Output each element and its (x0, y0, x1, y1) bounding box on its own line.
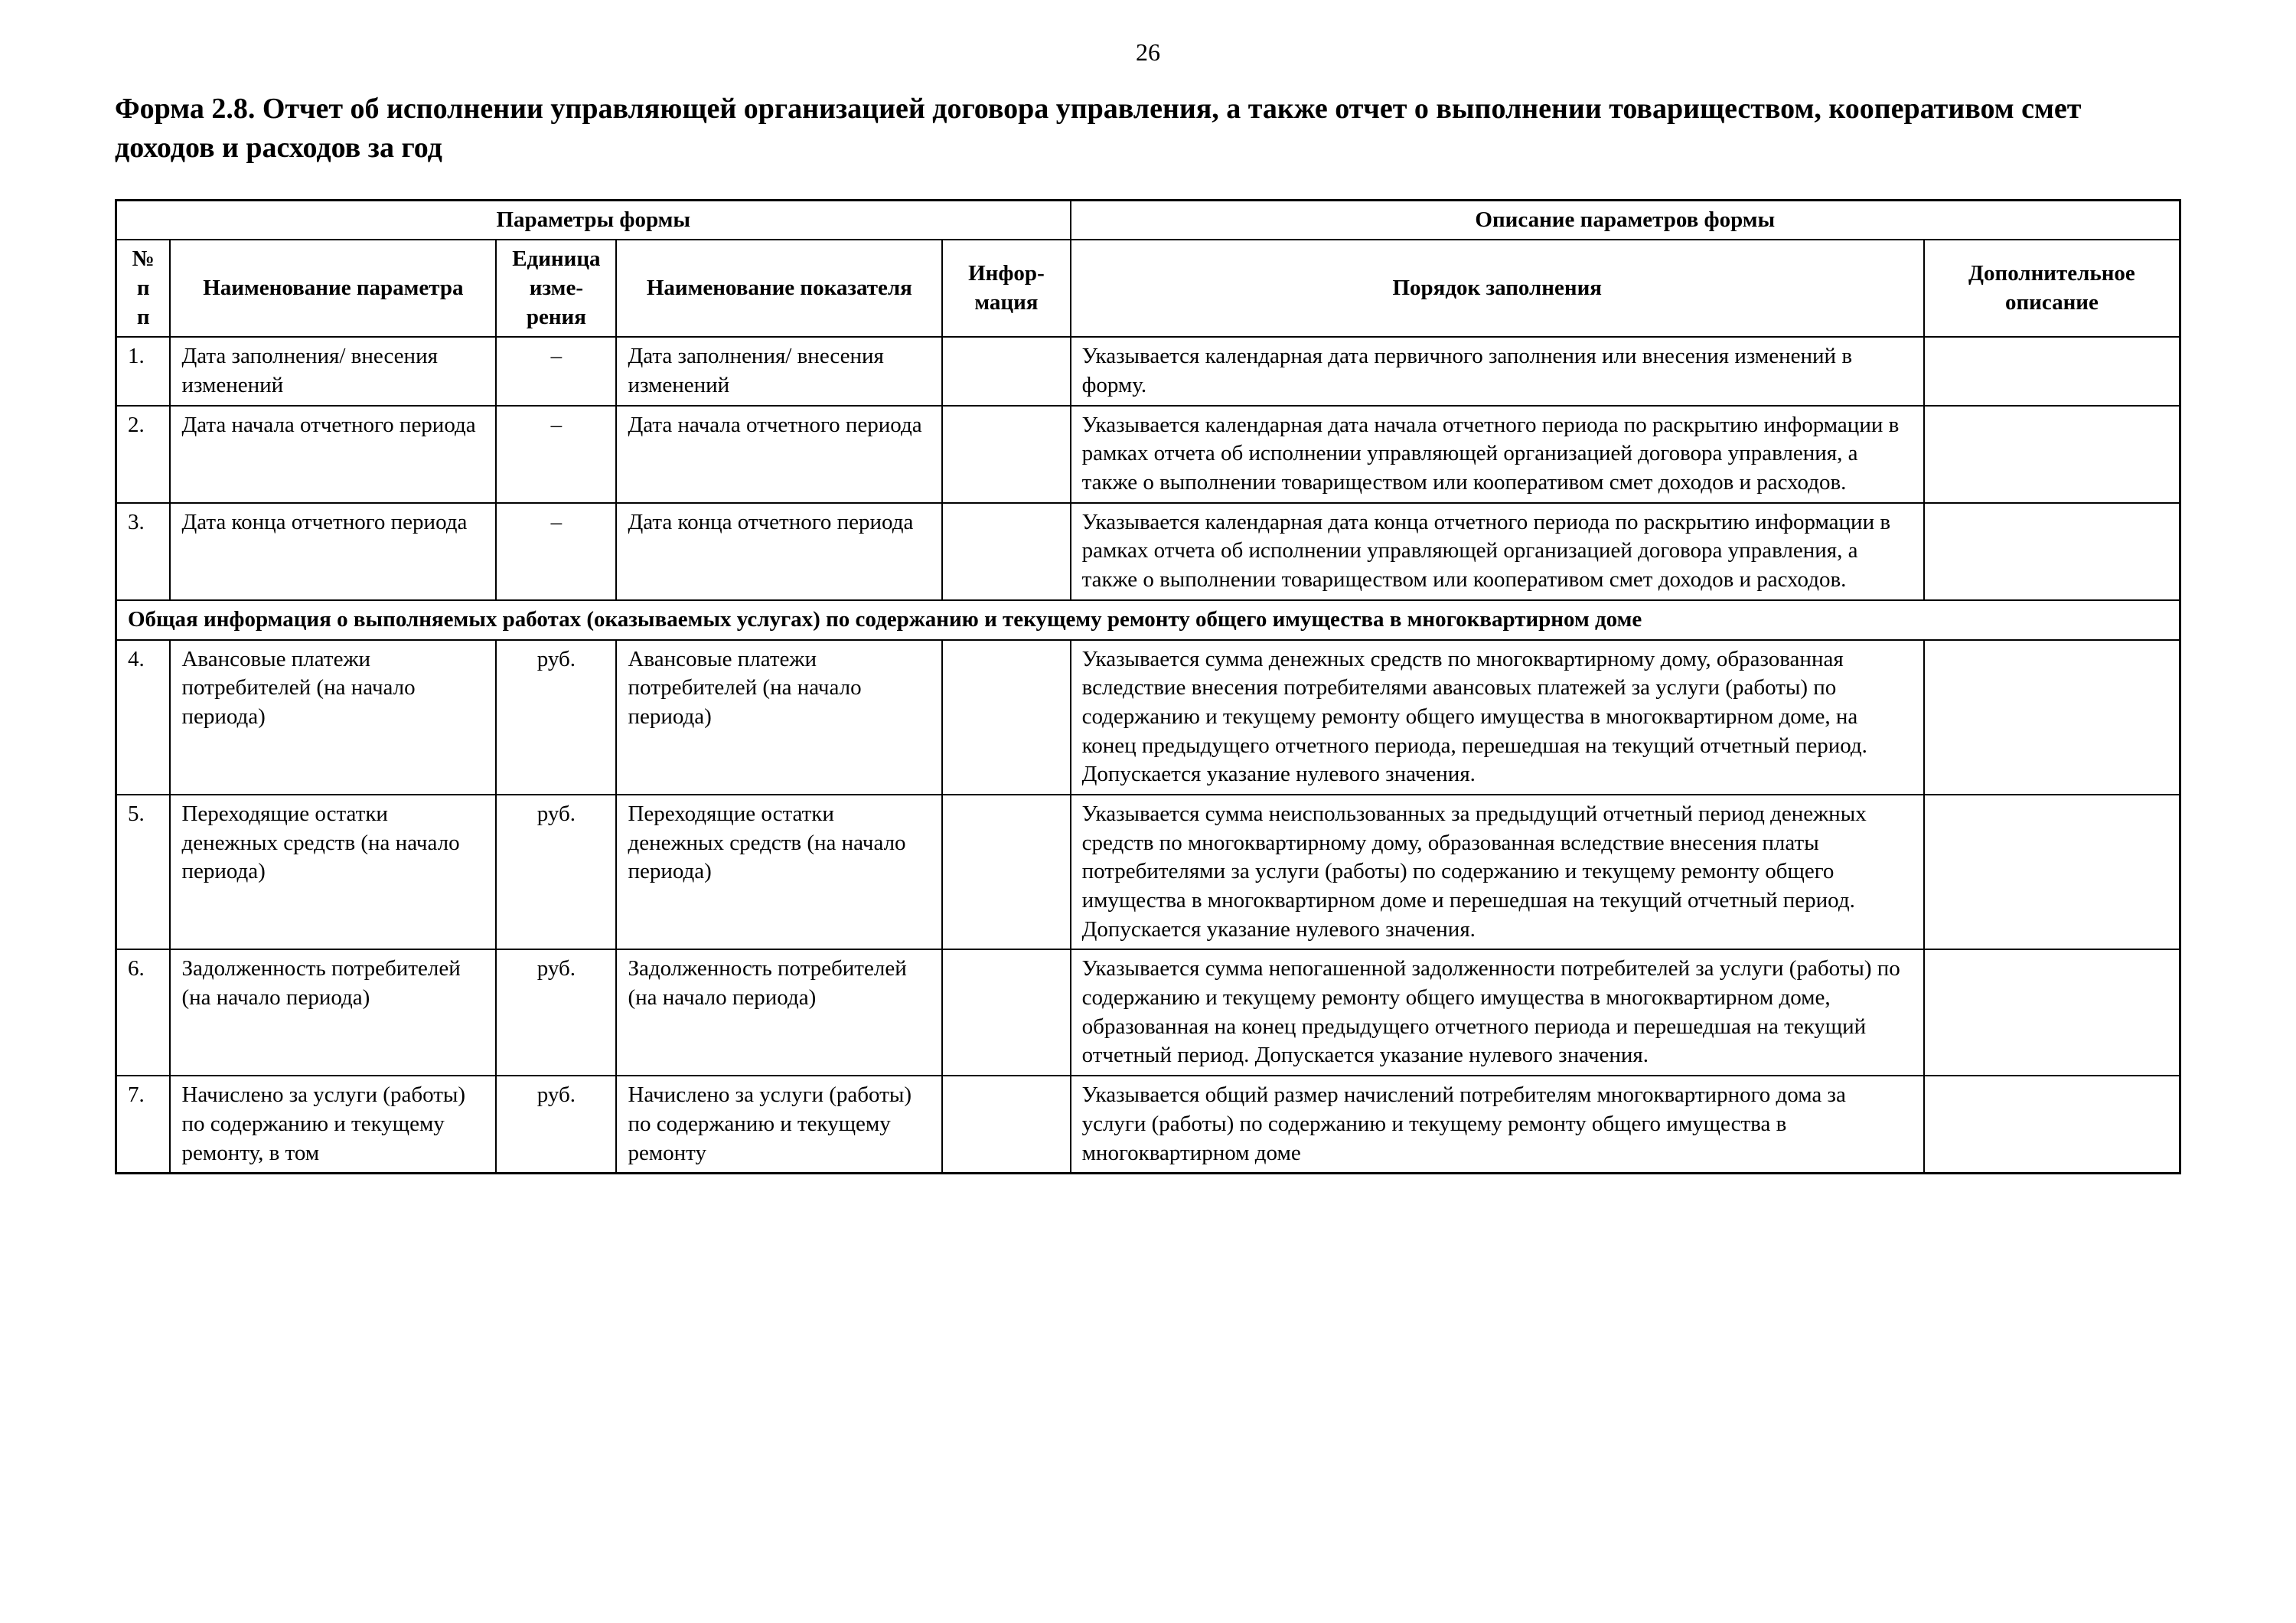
table-head: Параметры формы Описание параметров форм… (116, 200, 2180, 337)
cell-num: 5. (116, 795, 171, 949)
page-title: Форма 2.8. Отчет об исполнении управляющ… (115, 90, 2181, 168)
col-header-unit: Единица изме­рения (496, 240, 616, 337)
cell-num: 2. (116, 406, 171, 503)
cell-info (942, 337, 1070, 405)
cell-param: Начислено за услуги (работы) по содержан… (170, 1076, 496, 1174)
cell-unit: руб. (496, 640, 616, 795)
cell-num: 4. (116, 640, 171, 795)
cell-info (942, 503, 1070, 600)
cell-unit: – (496, 406, 616, 503)
document-page: 26 Форма 2.8. Отчет об исполнении управл… (0, 0, 2296, 1623)
cell-extra (1924, 337, 2180, 405)
cell-order: Указывается общий размер начислений потр… (1071, 1076, 1924, 1174)
cell-param: Переходящие остатки денежных средств (на… (170, 795, 496, 949)
col-header-indicator: Наименование показателя (616, 240, 942, 337)
col-header-info: Инфор­мация (942, 240, 1070, 337)
table-row: 7. Начислено за услуги (работы) по содер… (116, 1076, 2180, 1174)
page-number: 26 (115, 38, 2181, 67)
cell-extra (1924, 406, 2180, 503)
cell-extra (1924, 949, 2180, 1076)
cell-indicator: Дата конца отчетного периода (616, 503, 942, 600)
col-header-param: Наименование параметра (170, 240, 496, 337)
cell-order: Указывается сумма неиспользованных за пр… (1071, 795, 1924, 949)
cell-param: Задолженность потребителей (на начало пе… (170, 949, 496, 1076)
group-header-right: Описание параметров формы (1071, 200, 2180, 240)
cell-order: Указывается календарная дата первичного … (1071, 337, 1924, 405)
cell-info (942, 795, 1070, 949)
cell-indicator: Переходящие остатки денежных средств (на… (616, 795, 942, 949)
cell-extra (1924, 640, 2180, 795)
cell-param: Дата начала отчетного периода (170, 406, 496, 503)
cell-indicator: Дата начала отчетного периода (616, 406, 942, 503)
table-row: 2. Дата начала отчетного периода – Дата … (116, 406, 2180, 503)
cell-order: Указывается календарная дата начала отче… (1071, 406, 1924, 503)
cell-extra (1924, 795, 2180, 949)
column-header-row: № п п Наименование параметра Единица изм… (116, 240, 2180, 337)
cell-param: Дата конца отчетного периода (170, 503, 496, 600)
col-header-extra: Дополнительное описание (1924, 240, 2180, 337)
cell-indicator: Дата заполнения/ внесения изменений (616, 337, 942, 405)
table-row: 3. Дата конца отчетного периода – Дата к… (116, 503, 2180, 600)
table-row: 1. Дата заполнения/ внесения изменений –… (116, 337, 2180, 405)
cell-indicator: Начислено за услуги (работы) по содержан… (616, 1076, 942, 1174)
cell-indicator: Задолженность потребителей (на начало пе… (616, 949, 942, 1076)
cell-num: 1. (116, 337, 171, 405)
cell-unit: руб. (496, 1076, 616, 1174)
cell-extra (1924, 503, 2180, 600)
cell-param: Авансовые платежи потребителей (на начал… (170, 640, 496, 795)
cell-unit: – (496, 337, 616, 405)
cell-info (942, 406, 1070, 503)
cell-info (942, 949, 1070, 1076)
table-row: 5. Переходящие остатки денежных средств … (116, 795, 2180, 949)
cell-unit: – (496, 503, 616, 600)
section-row: Общая информация о выполняемых работах (… (116, 600, 2180, 640)
form-table: Параметры формы Описание параметров форм… (115, 199, 2181, 1175)
cell-num: 3. (116, 503, 171, 600)
cell-unit: руб. (496, 795, 616, 949)
cell-order: Указывается сумма непогашенной задолженн… (1071, 949, 1924, 1076)
cell-unit: руб. (496, 949, 616, 1076)
cell-num: 7. (116, 1076, 171, 1174)
cell-order: Указывается сумма денежных средств по мн… (1071, 640, 1924, 795)
cell-num: 6. (116, 949, 171, 1076)
cell-info (942, 640, 1070, 795)
col-header-num: № п п (116, 240, 171, 337)
cell-order: Указывается календарная дата конца отчет… (1071, 503, 1924, 600)
cell-info (942, 1076, 1070, 1174)
col-header-order: Порядок заполнения (1071, 240, 1924, 337)
group-header-left: Параметры формы (116, 200, 1071, 240)
cell-extra (1924, 1076, 2180, 1174)
table-row: 4. Авансовые платежи потребителей (на на… (116, 640, 2180, 795)
cell-indicator: Авансовые платежи потребителей (на начал… (616, 640, 942, 795)
cell-param: Дата заполнения/ внесения изменений (170, 337, 496, 405)
table-body: 1. Дата заполнения/ внесения изменений –… (116, 337, 2180, 1173)
section-title: Общая информация о выполняемых работах (… (116, 600, 2180, 640)
table-row: 6. Задолженность потребителей (на начало… (116, 949, 2180, 1076)
group-header-row: Параметры формы Описание параметров форм… (116, 200, 2180, 240)
